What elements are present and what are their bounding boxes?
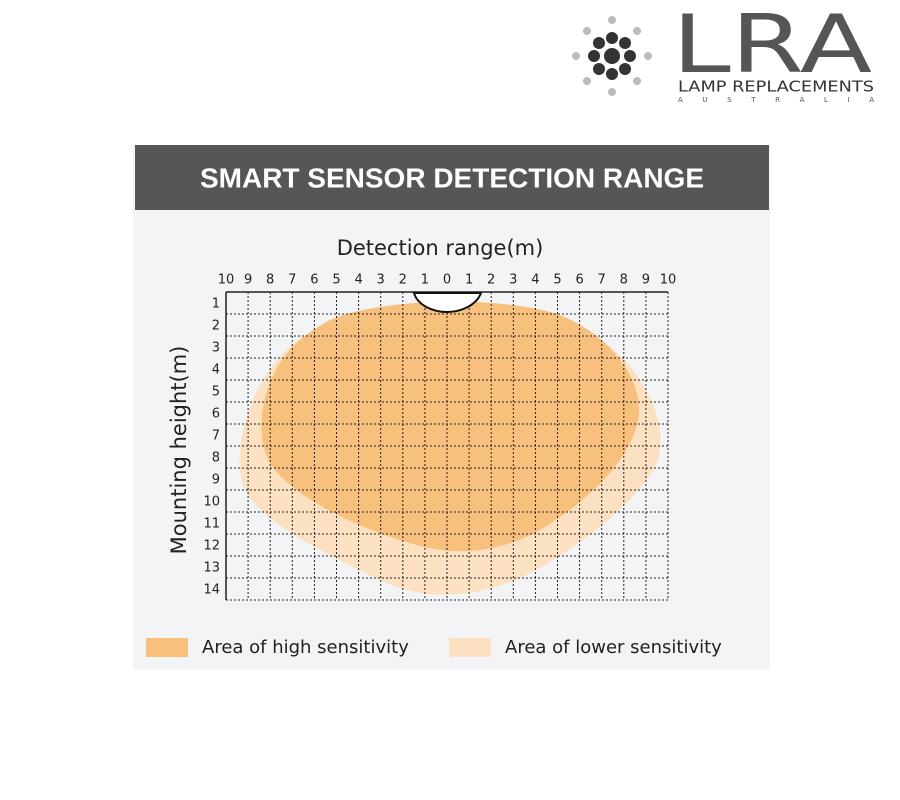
logo-country: A U S T R A L I A (678, 96, 874, 104)
logo-name: LRA (672, 0, 872, 91)
y-tick-label: 13 (203, 561, 220, 576)
y-tick-label: 7 (212, 429, 220, 444)
legend-label: Area of high sensitivity (202, 637, 409, 658)
legend-swatch (449, 638, 491, 657)
y-tick-label: 10 (203, 495, 220, 510)
x-tick-label: 2 (487, 273, 495, 288)
x-tick-label: 1 (465, 273, 473, 288)
x-tick-label: 3 (509, 273, 517, 288)
y-tick-label: 9 (212, 473, 220, 488)
logo-tagline: LAMP REPLACEMENTS (678, 78, 874, 96)
x-tick-label: 6 (575, 273, 583, 288)
y-tick-label: 5 (212, 385, 220, 400)
x-tick-label: 4 (531, 273, 539, 288)
x-tick-label: 6 (310, 273, 318, 288)
y-tick-label: 8 (212, 451, 220, 466)
x-tick-label: 2 (399, 273, 407, 288)
x-tick-label: 5 (553, 273, 561, 288)
x-tick-label: 8 (620, 273, 628, 288)
x-tick-label: 7 (288, 273, 296, 288)
logo-icon (572, 16, 652, 96)
y-tick-label: 11 (203, 517, 220, 532)
x-tick-label: 7 (598, 273, 606, 288)
y-axis-label: Mounting height(m) (167, 346, 191, 555)
y-tick-label: 6 (212, 407, 220, 422)
legend-swatch (146, 638, 188, 657)
y-tick-label: 1 (212, 297, 220, 312)
x-tick-label: 10 (660, 273, 677, 288)
legend-label: Area of lower sensitivity (505, 637, 722, 658)
x-tick-label: 0 (443, 273, 451, 288)
header-title: SMART SENSOR DETECTION RANGE (200, 162, 704, 193)
x-tick-label: 3 (377, 273, 385, 288)
y-tick-label: 4 (212, 363, 220, 378)
y-tick-label: 14 (203, 583, 220, 598)
high-sensitivity-area (261, 301, 639, 552)
header-bar (135, 145, 769, 210)
x-axis-label: Detection range(m) (337, 236, 544, 260)
legend: Area of high sensitivity Area of lower se… (146, 637, 722, 658)
x-tick-label: 9 (642, 273, 650, 288)
sensor (412, 292, 483, 314)
x-tick-label: 10 (218, 273, 235, 288)
x-tick-label: 9 (244, 273, 252, 288)
y-tick-label: 12 (203, 539, 220, 554)
y-tick-label: 3 (212, 341, 220, 356)
x-tick-label: 4 (354, 273, 362, 288)
x-tick-label: 8 (266, 273, 274, 288)
x-tick-label: 5 (332, 273, 340, 288)
y-tick-label: 2 (212, 319, 220, 334)
grid: 10 9 8 7 6 5 4 3 2 1 0 1 2 3 4 5 6 7 8 9 1012345678910111213… (203, 273, 676, 601)
x-tick-label: 1 (421, 273, 429, 288)
